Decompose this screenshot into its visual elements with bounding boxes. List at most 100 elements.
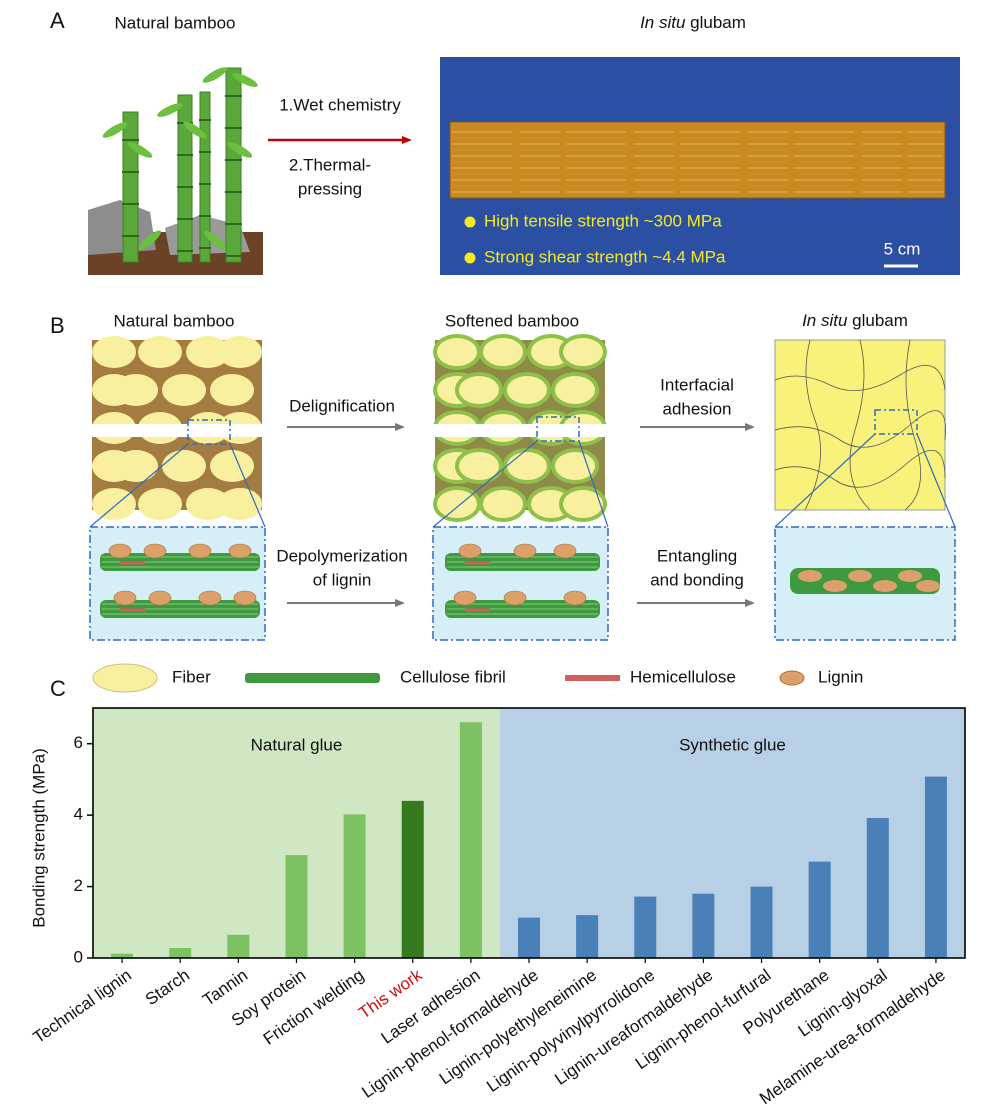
lignin [458, 543, 482, 559]
lignin [198, 590, 222, 606]
glubam-strip [449, 121, 946, 199]
bullet [464, 216, 476, 228]
lignin [848, 570, 872, 582]
fiber [92, 336, 136, 368]
arrow-label: and bonding [650, 570, 744, 589]
bar [924, 776, 947, 958]
lignin [513, 543, 537, 559]
lignin [233, 590, 257, 606]
arrow-head [745, 599, 755, 607]
legend-label: Cellulose fibril [400, 667, 506, 686]
panel-letter: C [50, 676, 66, 701]
bullet-text: Strong shear strength ~4.4 MPa [484, 247, 726, 266]
arrow-label: adhesion [662, 399, 731, 418]
fiber-boundary [804, 339, 821, 511]
fiber [559, 486, 607, 522]
arrow-label: Interfacial [660, 375, 734, 394]
title: In situ glubam [802, 311, 908, 330]
lignin [563, 590, 587, 606]
leaf [102, 122, 128, 138]
lignin [143, 543, 167, 559]
stalk [225, 67, 242, 263]
panel-letter: B [50, 313, 65, 338]
lignin [453, 590, 477, 606]
legend-fibril [245, 673, 380, 683]
region-label: Synthetic glue [679, 735, 786, 754]
bar [634, 896, 657, 958]
fiber-boundary [849, 339, 871, 511]
fiber [559, 334, 607, 370]
fiber [114, 450, 158, 482]
fiber [162, 374, 206, 406]
step: 2.Thermal- [289, 155, 371, 174]
fiber [503, 372, 551, 408]
bar [227, 934, 250, 958]
fiber [210, 450, 254, 482]
fiber [162, 450, 206, 482]
bar [808, 861, 831, 958]
fiber [455, 448, 503, 484]
arrow-label: Delignification [289, 396, 395, 415]
arrow-head [402, 136, 412, 144]
bullet [464, 252, 476, 264]
fiber [551, 372, 599, 408]
fiber [479, 486, 527, 522]
arrow-head [395, 423, 405, 431]
zoom-box [432, 526, 609, 641]
stalk [199, 91, 211, 263]
leaf [138, 230, 162, 250]
fiber [479, 334, 527, 370]
zoom-line [774, 433, 876, 528]
bar [111, 953, 134, 958]
fiber [92, 488, 136, 520]
lignin [916, 580, 940, 592]
arrow-head [395, 599, 405, 607]
stalk [122, 111, 139, 263]
y-tick-label: 0 [74, 947, 83, 966]
y-tick-label: 4 [74, 805, 83, 824]
x-tick-label: Starch [142, 965, 193, 1009]
leaf [232, 73, 258, 87]
x-tick-label: Friction welding [260, 965, 368, 1048]
x-tick-label: Technical lignin [30, 965, 135, 1047]
bar [401, 800, 424, 958]
panel-letter: A [50, 8, 65, 33]
fiber [186, 488, 230, 520]
zoom-line [432, 440, 538, 528]
bullet-text: High tensile strength ~300 MPa [484, 211, 722, 230]
region-label: Natural glue [251, 735, 343, 754]
title-italic: In situ [640, 13, 686, 32]
arrow-label: Depolymerization [276, 546, 407, 565]
lignin [108, 543, 132, 559]
lignin [228, 543, 252, 559]
cut-gap [423, 424, 617, 437]
bar [750, 886, 773, 958]
lignin [873, 580, 897, 592]
fiber [551, 448, 599, 484]
bar [343, 814, 366, 958]
leaf [202, 67, 228, 83]
fiber [138, 336, 182, 368]
legend-lignin [779, 670, 805, 686]
title: Natural bamboo [115, 13, 236, 32]
lignin [798, 570, 822, 582]
legend-label: Fiber [172, 667, 211, 686]
fiber-boundary [904, 339, 921, 511]
bar [576, 915, 599, 958]
step: pressing [298, 179, 362, 198]
step: 1.Wet chemistry [279, 95, 401, 114]
bar [459, 722, 482, 958]
lignin [188, 543, 212, 559]
zoom-line [89, 443, 189, 528]
bar [169, 948, 192, 958]
fiber [218, 336, 262, 368]
title: In situ glubam [640, 13, 746, 32]
lignin [113, 590, 137, 606]
leaf [127, 142, 153, 158]
leaf [227, 142, 253, 158]
fiber-boundary [774, 365, 946, 391]
fiber [186, 336, 230, 368]
legend-label: Lignin [818, 667, 863, 686]
zoom-line [229, 443, 266, 528]
